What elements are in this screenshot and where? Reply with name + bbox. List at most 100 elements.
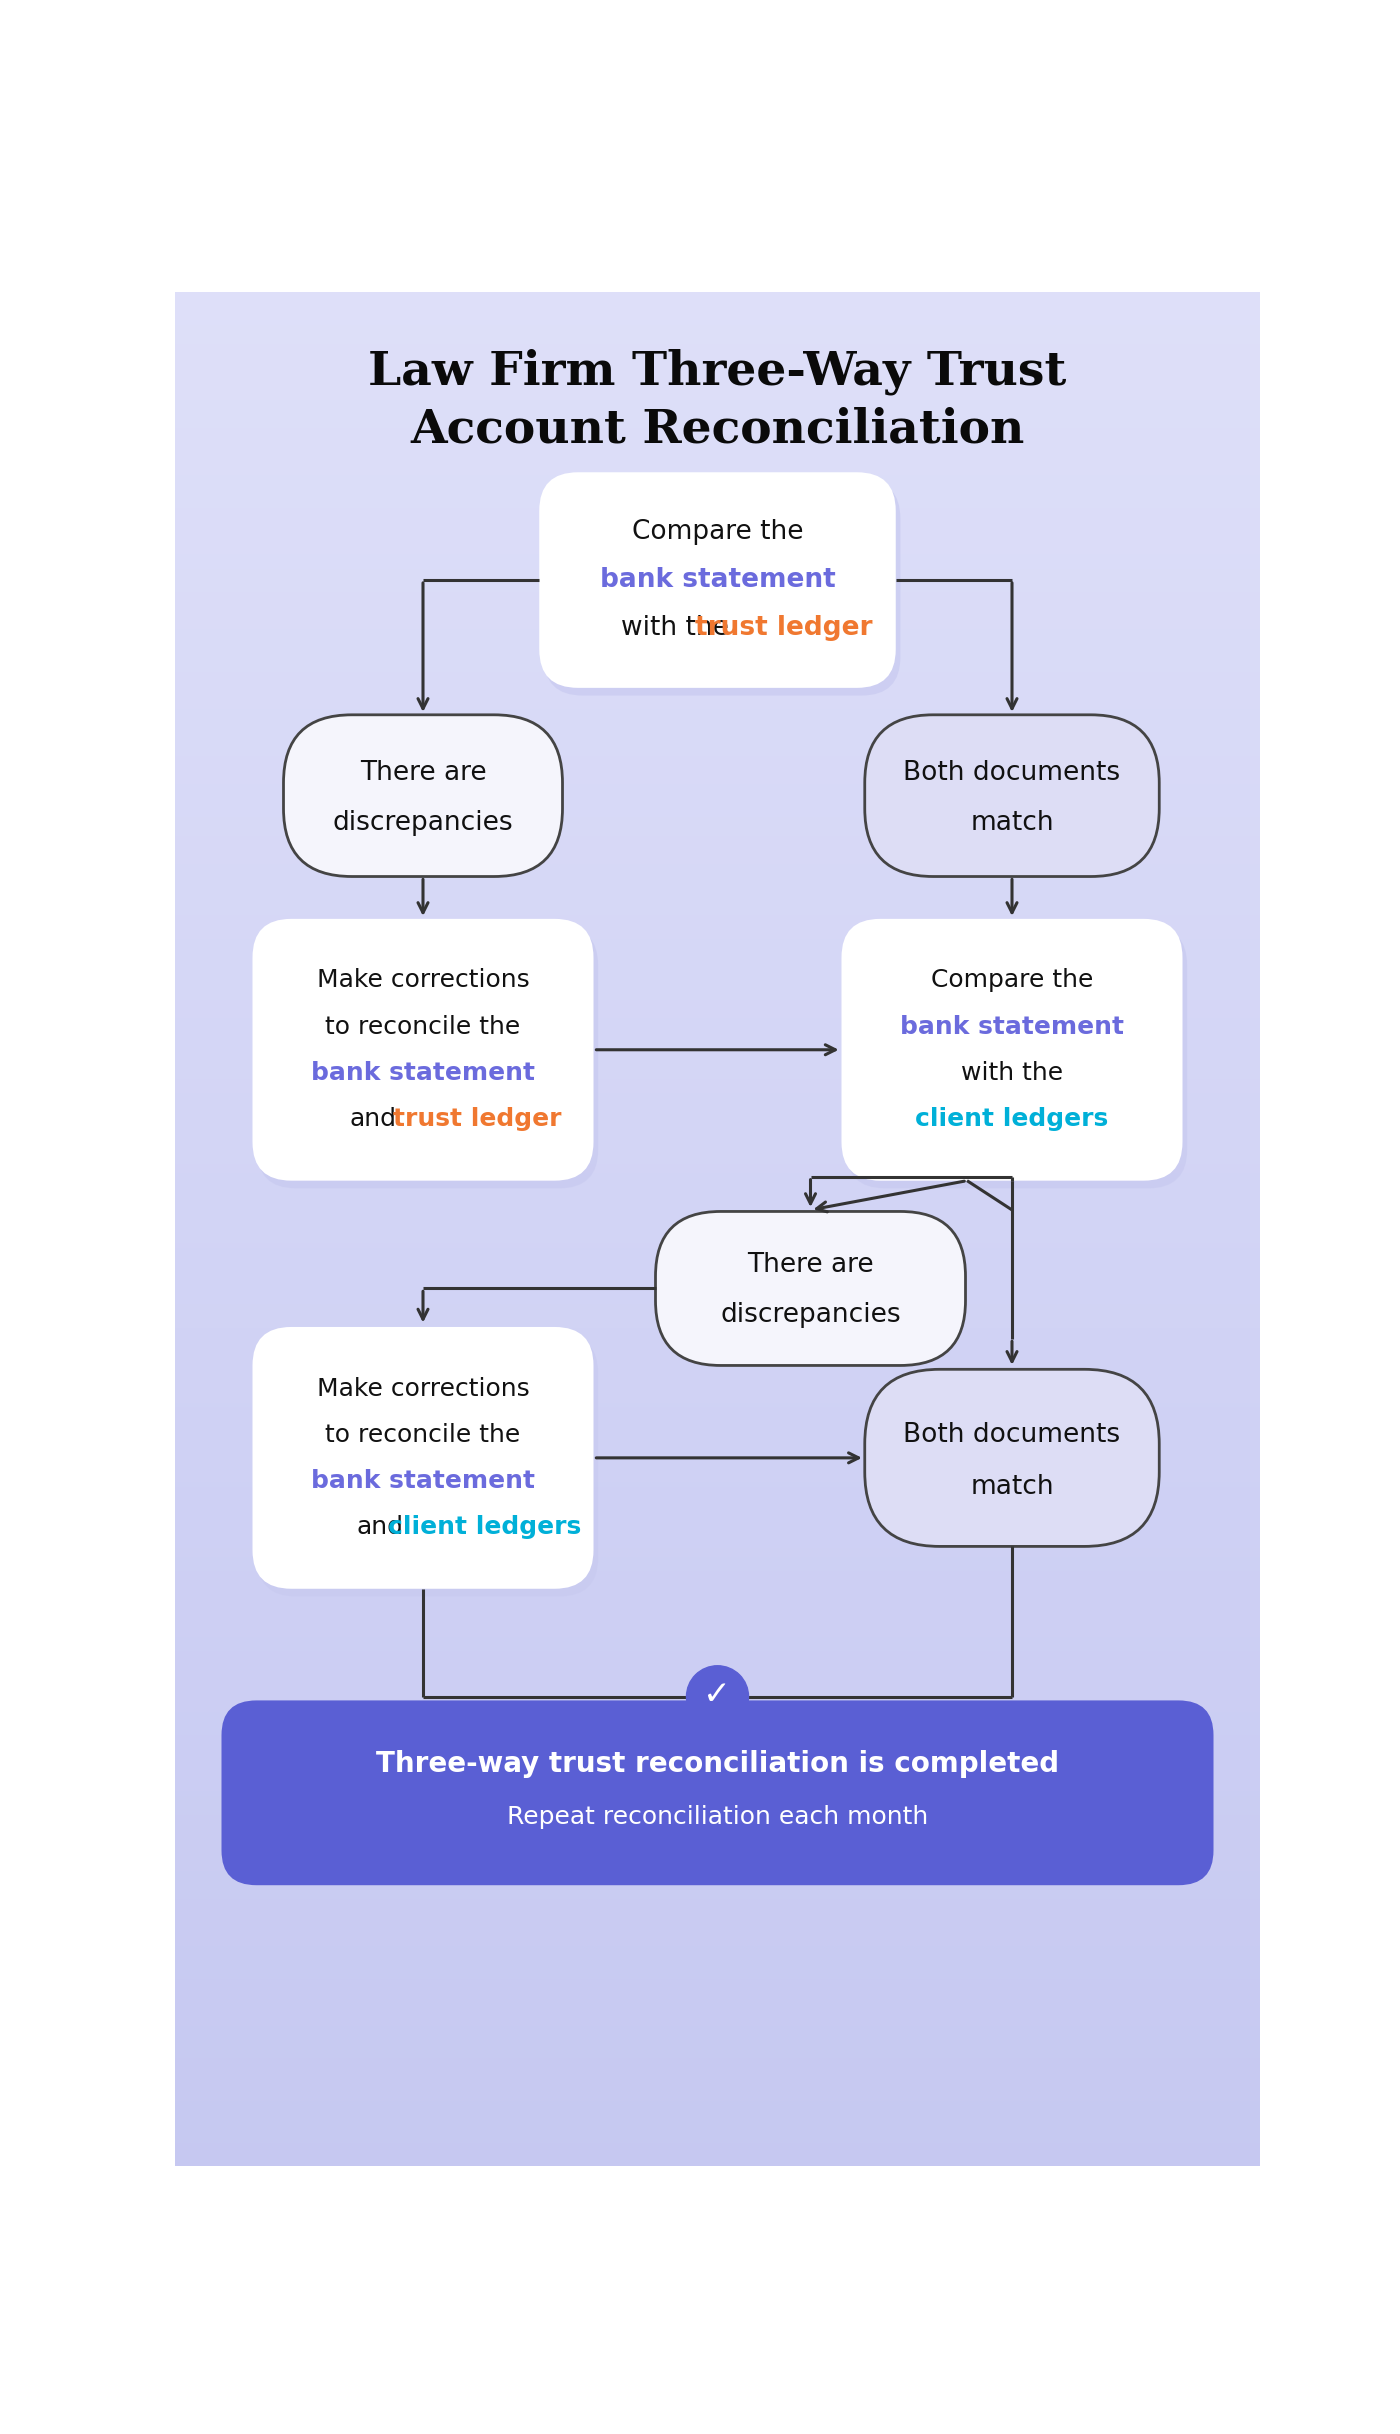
Bar bbox=[175, 638, 1260, 643]
Bar bbox=[175, 703, 1260, 708]
Text: trust ledger: trust ledger bbox=[393, 1107, 561, 1132]
Bar bbox=[175, 1894, 1260, 1899]
Bar bbox=[175, 358, 1260, 363]
Bar bbox=[175, 2040, 1260, 2045]
Bar bbox=[175, 742, 1260, 747]
Bar bbox=[175, 1514, 1260, 1519]
Bar bbox=[175, 682, 1260, 686]
Text: Account Reconciliation: Account Reconciliation bbox=[410, 406, 1025, 453]
Bar bbox=[175, 321, 1260, 324]
Bar bbox=[175, 1750, 1260, 1755]
Bar bbox=[175, 813, 1260, 818]
Bar bbox=[175, 343, 1260, 348]
Bar bbox=[175, 1249, 1260, 1254]
Bar bbox=[175, 1254, 1260, 1258]
Bar bbox=[175, 657, 1260, 662]
Bar bbox=[175, 1881, 1260, 1884]
Bar bbox=[175, 1168, 1260, 1173]
Bar bbox=[175, 389, 1260, 394]
Bar bbox=[175, 1047, 1260, 1051]
Bar bbox=[175, 1974, 1260, 1979]
Text: bank statement: bank statement bbox=[599, 567, 836, 594]
Bar bbox=[175, 2096, 1260, 2101]
Bar bbox=[175, 789, 1260, 793]
Bar bbox=[175, 940, 1260, 944]
Bar bbox=[175, 460, 1260, 465]
Bar bbox=[175, 1740, 1260, 1745]
Bar bbox=[175, 1655, 1260, 1660]
Text: Both documents: Both documents bbox=[903, 1421, 1120, 1448]
Bar bbox=[175, 1580, 1260, 1585]
Bar bbox=[175, 1453, 1260, 1458]
Bar bbox=[175, 465, 1260, 470]
Bar bbox=[175, 1458, 1260, 1463]
Bar bbox=[175, 1604, 1260, 1609]
Bar bbox=[175, 1314, 1260, 1319]
Bar bbox=[175, 1857, 1260, 1862]
Bar bbox=[175, 1088, 1260, 1093]
Bar bbox=[175, 1969, 1260, 1974]
Bar bbox=[175, 864, 1260, 869]
Text: Three-way trust reconciliation is completed: Three-way trust reconciliation is comple… bbox=[377, 1750, 1058, 1777]
Bar bbox=[175, 1843, 1260, 1847]
Bar bbox=[175, 1431, 1260, 1436]
Bar bbox=[175, 752, 1260, 757]
Bar bbox=[175, 686, 1260, 691]
Bar bbox=[175, 1375, 1260, 1380]
Bar bbox=[175, 1098, 1260, 1103]
Text: Law Firm Three-Way Trust: Law Firm Three-Way Trust bbox=[368, 348, 1067, 394]
Bar bbox=[175, 915, 1260, 920]
Bar bbox=[175, 1947, 1260, 1950]
Bar bbox=[175, 1042, 1260, 1047]
Bar bbox=[175, 1959, 1260, 1964]
Bar bbox=[175, 1823, 1260, 1828]
Bar bbox=[175, 1266, 1260, 1271]
Bar bbox=[175, 1482, 1260, 1487]
Text: Make corrections: Make corrections bbox=[316, 1378, 529, 1400]
Bar bbox=[175, 448, 1260, 450]
Bar bbox=[175, 577, 1260, 582]
Bar bbox=[175, 1796, 1260, 1801]
Bar bbox=[175, 1385, 1260, 1387]
Bar bbox=[175, 1684, 1260, 1689]
Bar bbox=[175, 1365, 1260, 1370]
Bar bbox=[175, 1154, 1260, 1159]
Bar bbox=[175, 2020, 1260, 2025]
Text: discrepancies: discrepancies bbox=[720, 1302, 900, 1329]
Bar bbox=[175, 1533, 1260, 1538]
Bar bbox=[175, 1852, 1260, 1857]
Bar bbox=[175, 1200, 1260, 1205]
Bar bbox=[175, 901, 1260, 905]
Bar bbox=[175, 874, 1260, 879]
Bar bbox=[175, 1341, 1260, 1346]
Bar bbox=[175, 1017, 1260, 1022]
Bar bbox=[175, 910, 1260, 915]
FancyBboxPatch shape bbox=[846, 927, 1187, 1188]
Bar bbox=[175, 1421, 1260, 1426]
Bar bbox=[175, 1448, 1260, 1453]
Bar bbox=[175, 2049, 1260, 2054]
Bar bbox=[175, 1361, 1260, 1365]
Bar bbox=[175, 1229, 1260, 1234]
Bar bbox=[175, 2064, 1260, 2069]
Bar bbox=[175, 1585, 1260, 1589]
Bar bbox=[175, 1412, 1260, 1417]
Bar bbox=[175, 1755, 1260, 1760]
Bar bbox=[175, 1351, 1260, 1356]
Bar bbox=[175, 1572, 1260, 1575]
Bar bbox=[175, 1327, 1260, 1331]
Bar bbox=[175, 935, 1260, 940]
Bar bbox=[175, 728, 1260, 733]
Bar bbox=[175, 2135, 1260, 2137]
Bar bbox=[175, 526, 1260, 531]
Text: with the: with the bbox=[622, 616, 729, 640]
Bar bbox=[175, 1224, 1260, 1229]
Bar bbox=[175, 570, 1260, 572]
Bar bbox=[175, 1078, 1260, 1083]
Bar bbox=[175, 784, 1260, 789]
Bar bbox=[175, 1884, 1260, 1889]
Bar bbox=[175, 991, 1260, 996]
Text: Compare the: Compare the bbox=[631, 518, 804, 545]
Bar bbox=[175, 587, 1260, 591]
Bar bbox=[175, 825, 1260, 830]
